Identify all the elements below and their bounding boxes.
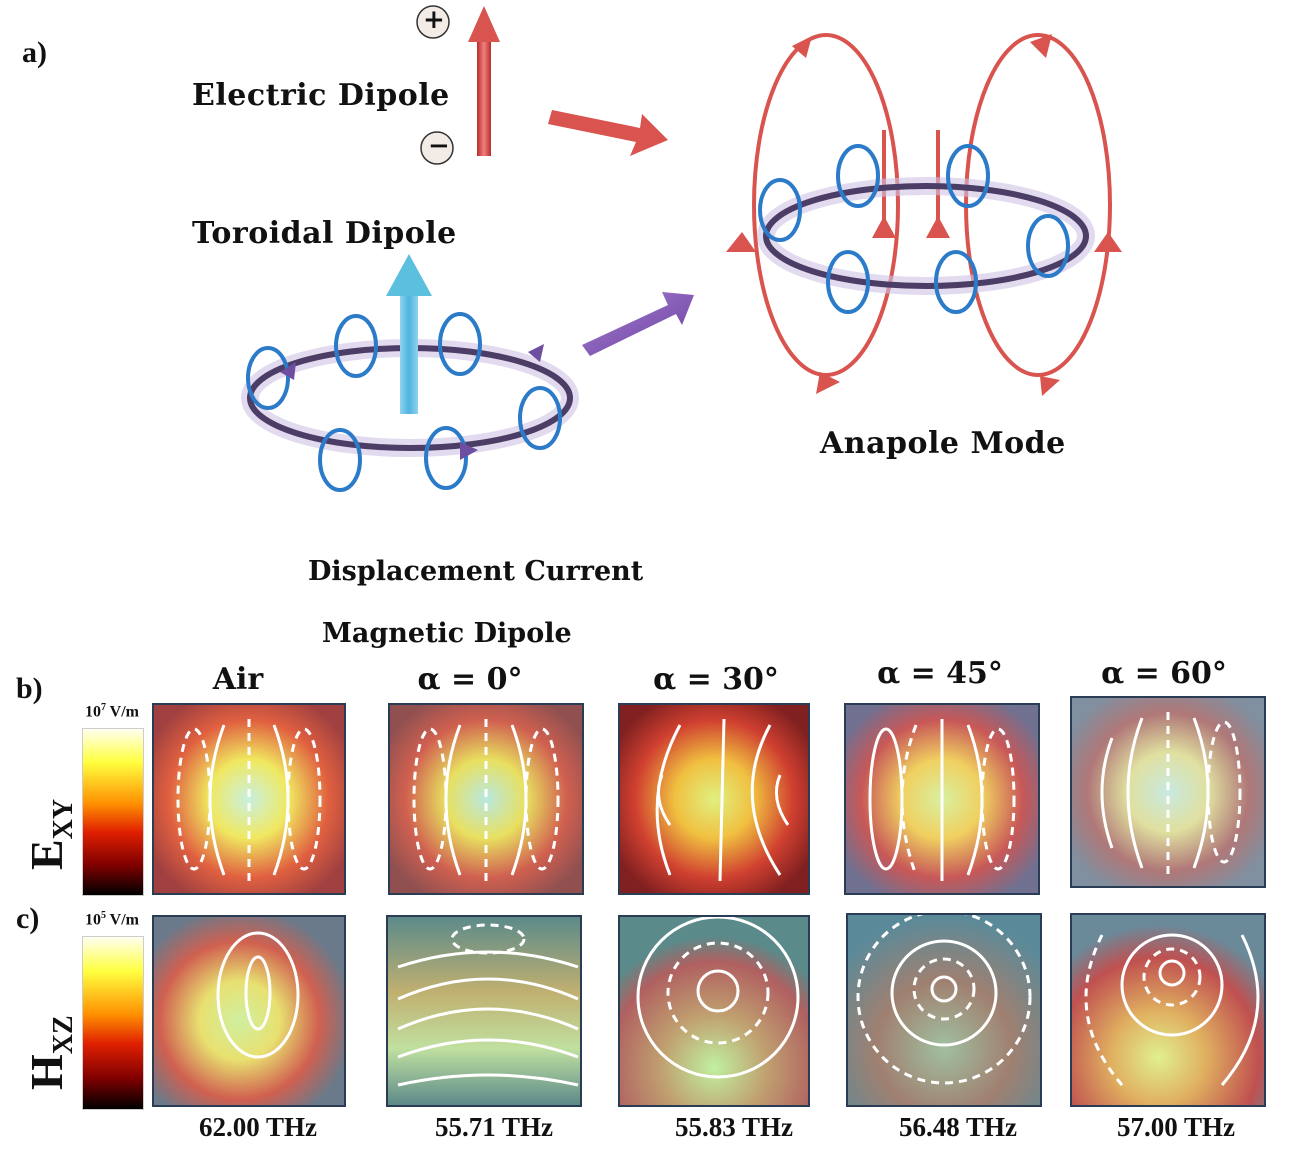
electric-dipole-label: Electric Dipole bbox=[192, 78, 450, 113]
hxz-field-air bbox=[152, 915, 346, 1107]
exy-row-label: EXY bbox=[21, 798, 80, 870]
hxz-field-alpha-0 bbox=[386, 915, 582, 1107]
red-combine-arrow-icon bbox=[548, 110, 668, 156]
hxz-field-alpha-45 bbox=[846, 913, 1042, 1107]
column-header-alpha-0: α = 0° bbox=[417, 662, 523, 697]
column-header-alpha-60: α = 60° bbox=[1101, 656, 1227, 691]
frequency-alpha-0: 55.71 THz bbox=[434, 1112, 553, 1142]
displacement-current-label: Displacement Current bbox=[308, 556, 644, 587]
magnetic-dipole-label: Magnetic Dipole bbox=[322, 618, 572, 649]
panel-b-letter: b) bbox=[16, 672, 43, 705]
minus-charge-icon bbox=[420, 131, 454, 165]
frequency-alpha-45: 56.48 THz bbox=[898, 1112, 1017, 1142]
exy-field-alpha-30 bbox=[618, 703, 810, 895]
panel-a-diagram bbox=[241, 5, 1122, 492]
panel-c-letter: c) bbox=[16, 902, 40, 935]
column-header-alpha-30: α = 30° bbox=[653, 662, 779, 697]
electric-arrow-head bbox=[468, 6, 500, 42]
anapole-mode bbox=[726, 33, 1122, 396]
toroidal-dipole bbox=[241, 254, 579, 492]
exy-field-alpha-60 bbox=[1070, 696, 1266, 888]
column-header-air: Air bbox=[212, 662, 264, 697]
toroidal-dipole-label: Toroidal Dipole bbox=[192, 216, 457, 251]
exy-field-alpha-45 bbox=[844, 703, 1040, 895]
hxz-colorbar-unit: 105 V/m bbox=[84, 910, 140, 929]
plus-charge-icon bbox=[416, 5, 450, 39]
panel-a-letter: a) bbox=[22, 36, 47, 69]
hxz-field-alpha-30 bbox=[618, 915, 810, 1107]
exy-field-air bbox=[152, 703, 346, 895]
minus-sign: − bbox=[428, 131, 450, 161]
electric-arrow-shaft bbox=[477, 38, 491, 156]
purple-combine-arrow-icon bbox=[582, 292, 694, 356]
column-header-alpha-45: α = 45° bbox=[877, 656, 1003, 691]
hxz-colorbar: 105 V/m bbox=[82, 906, 144, 1110]
electric-dipole bbox=[416, 5, 500, 165]
anapole-mode-label: Anapole Mode bbox=[820, 426, 1066, 461]
frequency-air: 62.00 THz bbox=[198, 1112, 317, 1142]
hxz-field-alpha-60 bbox=[1070, 913, 1266, 1107]
frequency-alpha-30: 55.83 THz bbox=[674, 1112, 793, 1142]
exy-field-alpha-0 bbox=[388, 703, 584, 895]
frequency-alpha-60: 57.00 THz bbox=[1116, 1112, 1235, 1142]
exy-colorbar-unit: 107 V/m bbox=[84, 702, 140, 721]
plus-sign: + bbox=[423, 5, 445, 35]
exy-colorbar: 107 V/m bbox=[82, 698, 144, 896]
hxz-row-label: HXZ bbox=[21, 1015, 80, 1090]
